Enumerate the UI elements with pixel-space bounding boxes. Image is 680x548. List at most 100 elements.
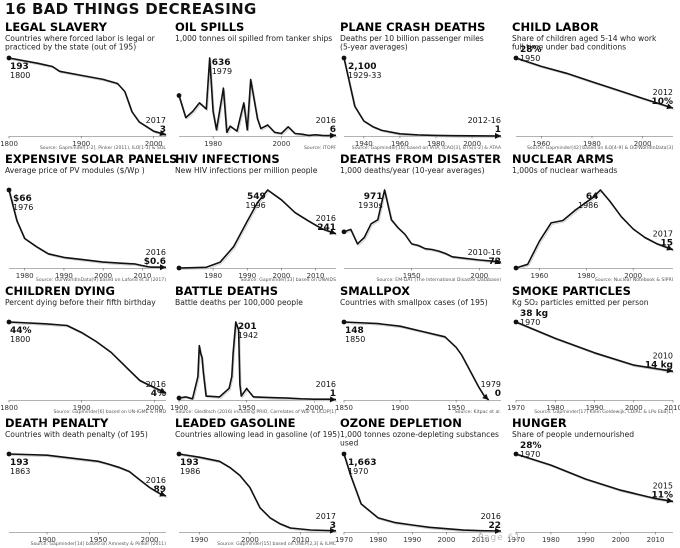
chart-subtitle: Kg SO₂ particles emitted per person	[512, 298, 649, 307]
start-point	[513, 451, 519, 457]
end-arrow	[329, 527, 336, 534]
start-point	[176, 93, 182, 98]
year-label: 1800	[10, 335, 30, 344]
value-label: 10%	[651, 97, 673, 107]
chart-title: PLANE CRASH DEATHS	[340, 20, 485, 34]
source-note: Source: Gapminder[13] based on UNAIDS	[240, 277, 336, 283]
value-label: $0.6	[144, 257, 166, 267]
raw-data-line	[517, 59, 675, 110]
chart-title: HUNGER	[512, 416, 567, 430]
year-label: 1800	[10, 71, 30, 80]
x-tick-label: 1980	[546, 404, 564, 412]
value-label: 89	[153, 485, 166, 495]
chart-panel: NUCLEAR ARMS 1,000s of nuclear warheads 19…	[512, 152, 678, 283]
year-label: 2016	[316, 380, 336, 389]
series-line	[8, 321, 167, 394]
x-tick-label: 1950	[447, 404, 465, 412]
value-label: 3	[330, 521, 336, 531]
end-arrow	[159, 387, 166, 394]
value-label: 148	[345, 326, 364, 336]
chart-title: EXPENSIVE SOLAR PANELS	[5, 152, 177, 166]
series-line	[343, 453, 502, 532]
x-tick-label: 1980	[204, 140, 222, 148]
year-label: 1970	[520, 318, 540, 327]
year-label: 2012-16	[468, 116, 501, 125]
x-tick-label: 1990	[586, 404, 604, 412]
value-label: 64	[586, 192, 599, 202]
raw-data-line	[180, 323, 338, 402]
source-note: Source: Kitpac et al.	[455, 409, 501, 415]
value-label: 241	[317, 223, 336, 233]
x-tick-label: 1800	[0, 140, 18, 148]
value-label: 15	[660, 239, 673, 249]
chart-subtitle: (5-year averages)	[340, 43, 408, 52]
start-point	[513, 55, 519, 61]
end-arrow	[159, 130, 166, 136]
end-arrow	[666, 244, 673, 251]
source-note: Source: Gapminder[14] based on Amnesty &…	[31, 541, 167, 547]
chart-subtitle: New HIV infections per million people	[175, 166, 318, 175]
year-label: 1986	[180, 467, 200, 476]
start-point	[341, 451, 347, 457]
value-label: 193	[10, 62, 29, 72]
x-tick-label: 2000	[463, 140, 481, 148]
year-label: 2016	[316, 116, 336, 125]
chart-panel: CHILD LABOR Share of children aged 5-14 w…	[512, 20, 678, 151]
chart-subtitle: 1,000 tonnes oil spilled from tanker shi…	[175, 34, 332, 43]
x-tick-label: 1980	[583, 140, 601, 148]
value-label: 3	[160, 125, 166, 135]
year-label: 1929-33	[348, 71, 381, 80]
start-point	[341, 55, 347, 61]
x-tick-label: 2000	[145, 140, 163, 148]
series-line	[343, 189, 502, 263]
source-note: Source: Gapminder[16] based on IATA, ICA…	[352, 145, 502, 151]
chart-subtitle: 1,000 tonnes ozone-depleting substances	[340, 430, 499, 439]
end-arrow	[666, 103, 673, 110]
x-tick-label: 1900	[391, 404, 409, 412]
chart-panel: CHILDREN DYING Percent dying before their…	[0, 284, 171, 415]
chart-subtitle: Percent dying before their fifth birthda…	[5, 298, 156, 307]
x-tick-label: 2000	[437, 536, 455, 544]
x-tick-label: 1940	[355, 140, 373, 148]
start-point	[6, 55, 12, 61]
year-label: 2010-16	[468, 248, 501, 257]
chart-subtitle: Countries with smallpox cases (of 195)	[340, 298, 488, 307]
x-tick-label: 1990	[190, 536, 208, 544]
chart-subtitle: 1,000 deaths/year (10-year averages)	[340, 166, 485, 175]
chart-subtitle: practiced by the state (out of 195)	[5, 43, 136, 52]
raw-data-line	[517, 323, 675, 374]
year-label: 1979	[481, 380, 501, 389]
x-tick-label: 1900	[38, 536, 56, 544]
year-label: 1930s	[358, 201, 383, 210]
value-label: 11%	[651, 490, 673, 500]
end-arrow	[159, 491, 166, 497]
year-label: 1996	[245, 201, 265, 210]
start-point	[6, 319, 12, 325]
source-note: Source: Gapminder[42] based on ILO[4-9] …	[527, 145, 673, 151]
x-tick-label: 1960	[391, 140, 409, 148]
series-line	[178, 189, 337, 269]
chart-title: LEGAL SLAVERY	[5, 20, 108, 34]
value-label: 549	[247, 192, 266, 202]
year-label: 2016	[481, 512, 501, 521]
x-tick-label: 1980	[427, 140, 445, 148]
x-tick-label: 2000	[145, 404, 163, 412]
source-note: Source: Gapminder[17] Klein Goldewijk, C…	[534, 409, 673, 415]
value-label: 193	[10, 458, 29, 468]
x-tick-label: 1970	[507, 536, 525, 544]
x-tick-label: 2000	[634, 140, 652, 148]
x-tick-label: 1980	[542, 536, 560, 544]
x-tick-label: 1900	[72, 140, 90, 148]
start-point	[176, 451, 182, 457]
value-label: 1,663	[348, 458, 376, 468]
end-arrow	[329, 396, 336, 403]
x-tick-label: 1990	[238, 272, 256, 280]
x-tick-label: 1980	[16, 272, 34, 280]
x-tick-label: 2000	[470, 272, 488, 280]
chart-subtitle: Share of people undernourished	[512, 430, 634, 439]
chart-panel: LEADED GASOLINE Countries allowing lead i…	[175, 416, 341, 547]
source-note: Source: Gapminder[6] based on UN-IGME & …	[53, 409, 166, 415]
